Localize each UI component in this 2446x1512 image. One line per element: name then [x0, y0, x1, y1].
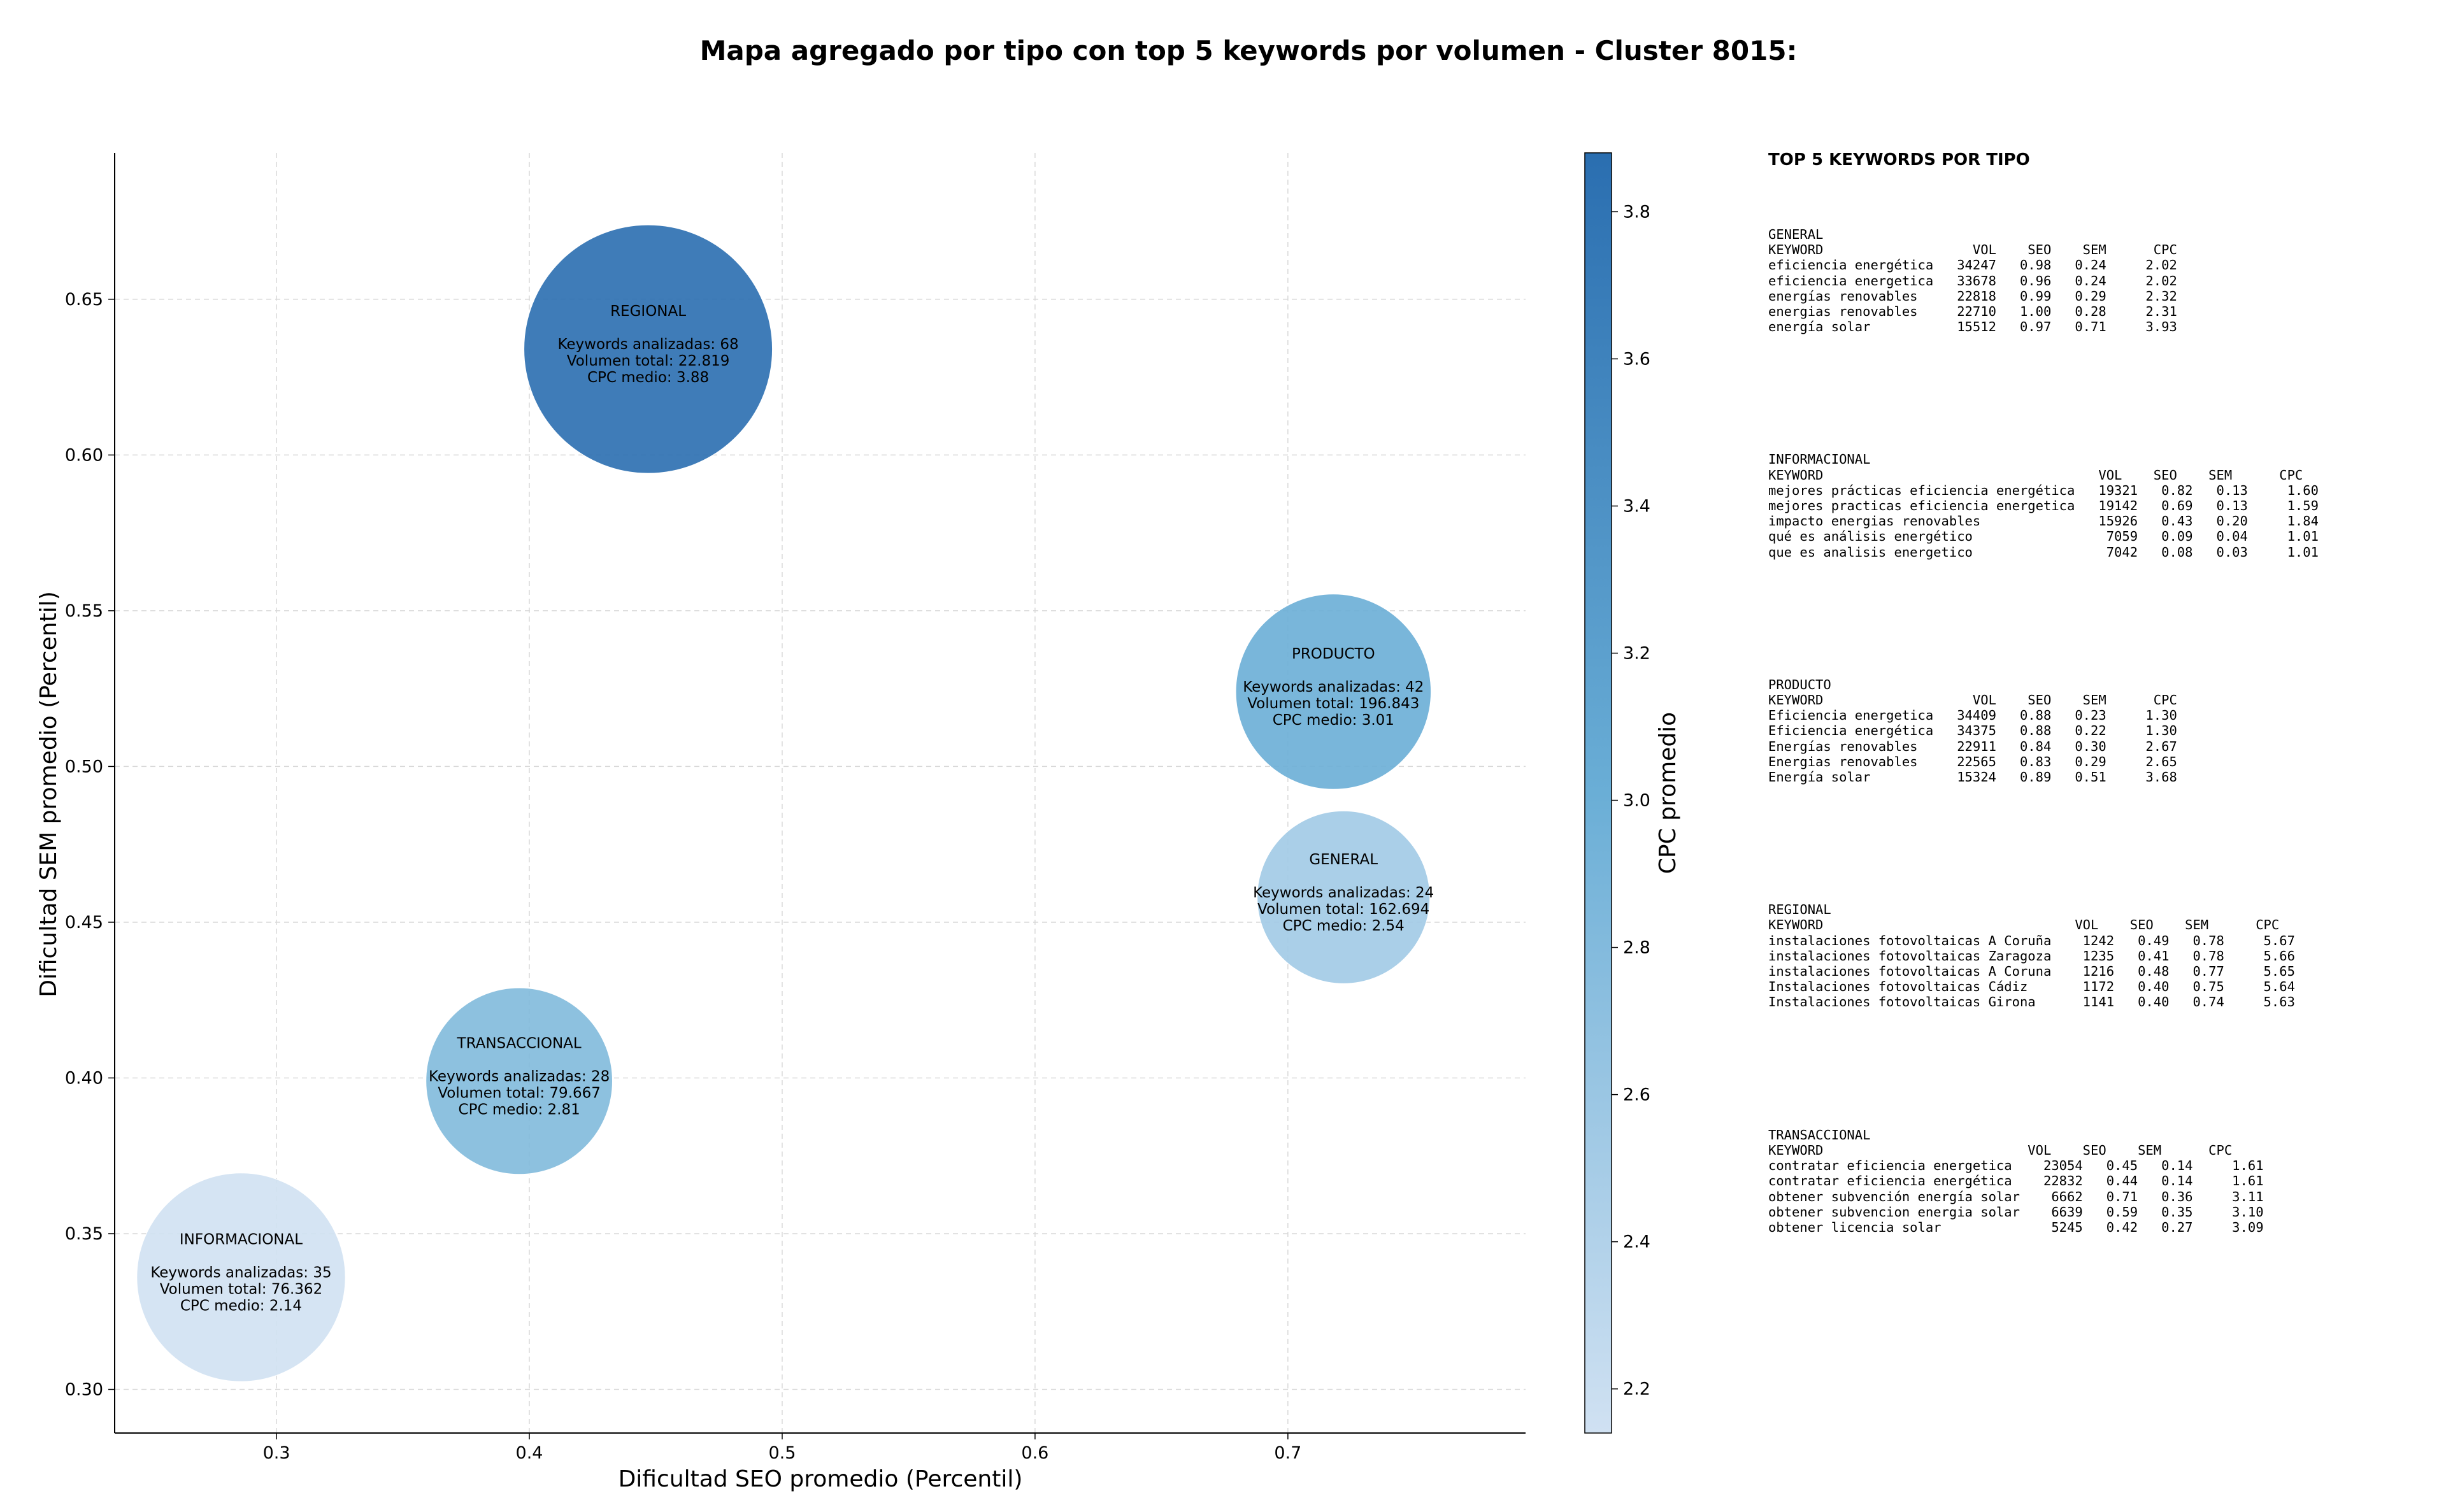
- colorbar-label: CPC promedio: [1655, 712, 1681, 874]
- x-tick-label: 0.6: [1021, 1443, 1048, 1463]
- y-tick-label: 0.40: [65, 1068, 103, 1088]
- colorbar-tick-label: 3.6: [1623, 349, 1650, 369]
- bubble-label-keywords-label: Keywords analizadas: 28: [429, 1068, 610, 1085]
- colorbar: [1584, 152, 1612, 1434]
- bubble-label-name: TRANSACCIONAL: [457, 1035, 582, 1052]
- colorbar-tick-label: 3.8: [1623, 202, 1650, 222]
- bubble-circle: [136, 1173, 346, 1382]
- bubble-label-keywords-label: Keywords analizadas: 35: [150, 1264, 331, 1281]
- keyword-table-regional: REGIONAL KEYWORD VOL SEO SEM CPC instala…: [1768, 902, 2295, 1010]
- colorbar-tick-label: 2.2: [1623, 1380, 1650, 1399]
- bubble-label-cpc-label: CPC medio: 3.88: [587, 369, 709, 386]
- grid-lines: [115, 153, 1526, 1433]
- colorbar-ticks: 2.2 2.4 2.6 2.8 3.0 3.2 3.4 3.6 3.8: [1612, 202, 1650, 1399]
- bubble-label-name: INFORMACIONAL: [180, 1231, 303, 1248]
- axes: [114, 153, 1526, 1434]
- chart-title: Mapa agregado por tipo con top 5 keyword…: [700, 35, 1798, 66]
- bubble-informacional: INFORMACIONAL Keywords analizadas: 35Volu…: [136, 1173, 346, 1382]
- bubble-circle: [1257, 810, 1431, 984]
- bubble-label-cpc-label: CPC medio: 2.14: [180, 1297, 302, 1314]
- panel-title: TOP 5 KEYWORDS POR TIPO: [1768, 150, 2030, 169]
- bubble-label-cpc-label: CPC medio: 2.54: [1283, 918, 1405, 934]
- bubble-label-volume-label: Volumen total: 162.694: [1257, 901, 1429, 918]
- x-axis-ticks: 0.3 0.4 0.5 0.6 0.7: [263, 1433, 1301, 1463]
- colorbar-tick-label: 2.8: [1623, 938, 1650, 958]
- keyword-table-general: GENERAL KEYWORD VOL SEO SEM CPC eficienc…: [1768, 227, 2177, 335]
- bubble-circle: [524, 224, 773, 474]
- keyword-group-informacional: INFORMACIONAL KEYWORD VOL SEO SEM CPC me…: [1768, 452, 2431, 559]
- y-tick-label: 0.50: [65, 757, 103, 776]
- bubble-label-volume-label: Volumen total: 22.819: [567, 353, 730, 369]
- keyword-table-informacional: INFORMACIONAL KEYWORD VOL SEO SEM CPC me…: [1768, 452, 2319, 560]
- y-axis-label: Dificultad SEM promedio (Percentil): [36, 591, 62, 997]
- x-tick-label: 0.5: [768, 1443, 796, 1463]
- bubble-label-cpc-label: CPC medio: 2.81: [459, 1101, 580, 1118]
- y-axis-ticks: 0.30 0.35 0.40 0.45 0.50 0.55 0.60 0.65: [65, 290, 115, 1400]
- colorbar-tick-label: 2.4: [1623, 1232, 1650, 1252]
- y-tick-label: 0.30: [65, 1380, 103, 1400]
- bubble-label-cpc-label: CPC medio: 3.01: [1273, 712, 1394, 729]
- y-tick-label: 0.55: [65, 601, 103, 621]
- bubble-label-keywords-label: Keywords analizadas: 42: [1243, 679, 1424, 695]
- bubble-label-volume-label: Volumen total: 79.667: [438, 1085, 601, 1101]
- keyword-group-regional: REGIONAL KEYWORD VOL SEO SEM CPC instala…: [1768, 902, 2431, 1009]
- keyword-table-producto: PRODUCTO KEYWORD VOL SEO SEM CPC Eficien…: [1768, 676, 2177, 785]
- colorbar-tick-label: 3.0: [1623, 791, 1650, 811]
- bubble-circle: [426, 987, 613, 1175]
- bubble-label-keywords-label: Keywords analizadas: 24: [1253, 885, 1434, 901]
- y-tick-label: 0.35: [65, 1224, 103, 1244]
- x-tick-label: 0.3: [263, 1443, 290, 1463]
- bubble-label-name: GENERAL: [1309, 852, 1378, 868]
- bubble-transaccional: TRANSACCIONAL Keywords analizadas: 28Volu…: [426, 987, 613, 1175]
- top-keywords-panel: TOP 5 KEYWORDS POR TIPO GENERAL KEYWORD …: [1768, 150, 2431, 1235]
- x-tick-label: 0.7: [1274, 1443, 1301, 1463]
- y-tick-label: 0.60: [65, 445, 103, 465]
- colorbar-gradient: [1584, 152, 1612, 1434]
- y-tick-label: 0.45: [65, 913, 103, 932]
- colorbar-tick-label: 2.6: [1623, 1085, 1650, 1105]
- bubble-label-name: REGIONAL: [610, 303, 686, 320]
- bubble-label-keywords-label: Keywords analizadas: 68: [557, 336, 738, 353]
- keyword-group-producto: PRODUCTO KEYWORD VOL SEO SEM CPC Eficien…: [1768, 677, 2431, 785]
- bubble-label-volume-label: Volumen total: 196.843: [1247, 695, 1419, 712]
- y-tick-label: 0.65: [65, 290, 103, 310]
- colorbar-tick-label: 3.4: [1623, 496, 1650, 516]
- bubble-circle: [1235, 594, 1432, 790]
- x-axis-label: Dificultad SEO promedio (Percentil): [619, 1466, 1023, 1492]
- bubble-label-volume-label: Volumen total: 76.362: [160, 1281, 323, 1297]
- bubble-label-name: PRODUCTO: [1292, 646, 1375, 662]
- x-tick-label: 0.4: [516, 1443, 543, 1463]
- keyword-group-general: GENERAL KEYWORD VOL SEO SEM CPC eficienc…: [1768, 227, 2431, 334]
- keyword-table-transaccional: TRANSACCIONAL KEYWORD VOL SEO SEM CPC co…: [1768, 1127, 2264, 1235]
- colorbar-tick-label: 3.2: [1623, 644, 1650, 664]
- keyword-group-transaccional: TRANSACCIONAL KEYWORD VOL SEO SEM CPC co…: [1768, 1127, 2431, 1235]
